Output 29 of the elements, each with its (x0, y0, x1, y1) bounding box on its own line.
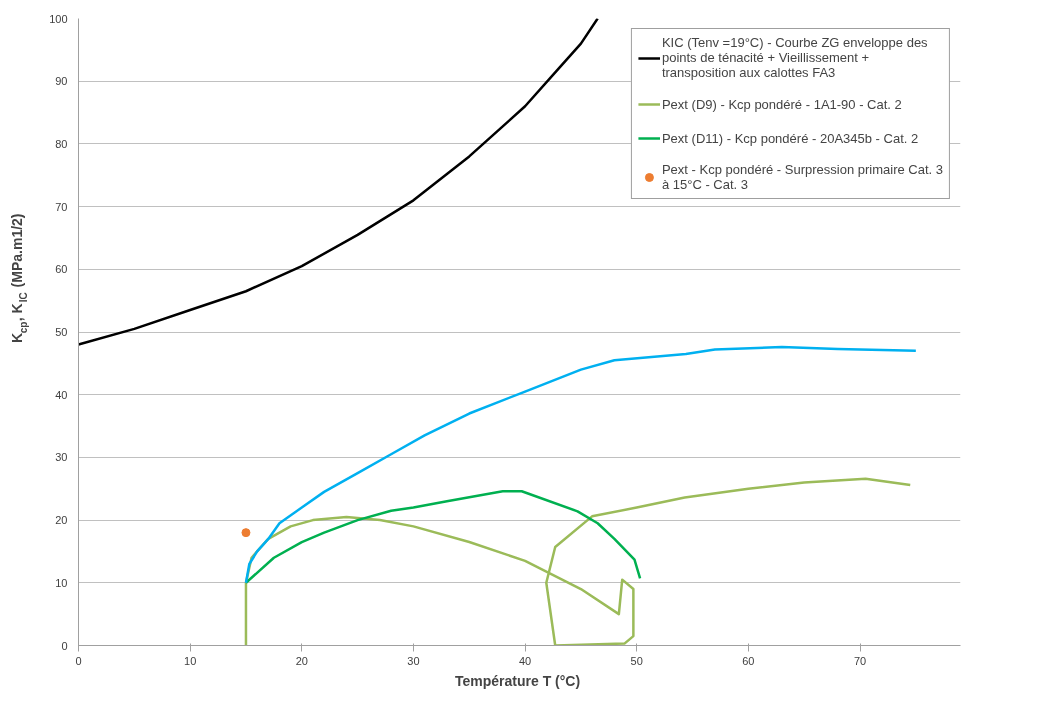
y-tick-label: 80 (55, 137, 68, 150)
y-tick-label: 10 (55, 576, 68, 589)
x-tick-label: 50 (630, 654, 643, 667)
y-tick-label: 100 (49, 12, 68, 25)
x-tick-label: 30 (407, 654, 420, 667)
x-tick-label: 70 (853, 654, 867, 667)
x-tick-label: 20 (295, 654, 308, 667)
x-axis-title: Température T (°C) (454, 672, 581, 689)
y-tick-label: 20 (55, 514, 68, 527)
x-tick-label: 10 (184, 654, 197, 667)
y-tick-label: 30 (55, 451, 68, 464)
y-tick-label: 60 (55, 263, 68, 276)
y-axis-title: Kcp, KIC (MPa.m1/2) (8, 213, 29, 344)
x-tick-label: 40 (518, 654, 532, 667)
legend-label: Pext (D9) - Kcp pondéré - 1A1-90 - Cat. 2 (661, 96, 902, 112)
y-tick-label: 70 (55, 200, 68, 213)
y-tick-label: 50 (55, 326, 68, 338)
y-tick-label: 90 (55, 75, 68, 88)
legend-label: KIC (Tenv =19°C) - Courbe ZG enveloppe des points de ténacité + Vieillissement + transposition aux calottes FA3 (661, 35, 928, 80)
y-tick-label: 0 (61, 639, 68, 652)
x-tick-label: 0 (75, 654, 82, 667)
x-tick-label: 60 (742, 654, 755, 667)
legend-label: Pext (D11) - Kcp pondéré - 20A345b - Cat. 2 (661, 130, 919, 146)
line-series (244, 490, 642, 585)
line-series (244, 345, 918, 585)
legend-label: Pext - Kcp pondéré - Surpression primaire Cat. 3 à 15°C - Cat. 3 (661, 162, 943, 192)
line-series (78, 18, 599, 346)
y-tick-label: 40 (55, 388, 68, 401)
line-series (244, 477, 912, 646)
